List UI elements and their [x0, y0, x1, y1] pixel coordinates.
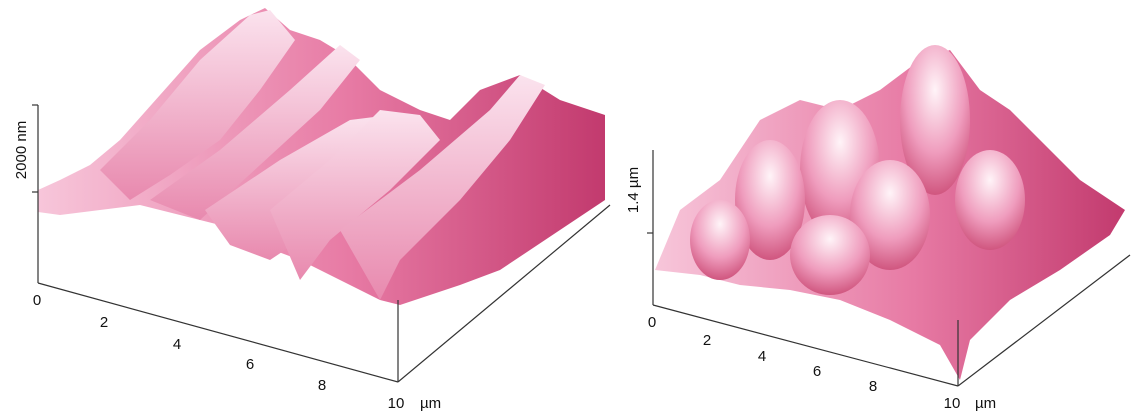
x-tick-label: 6 [813, 363, 821, 380]
afm-figure: 2000 nm 0 2 4 6 8 10 µm 1.4 µm 0 2 4 6 8… [0, 0, 1131, 414]
z-label: 2000 nm [13, 121, 30, 179]
peak [790, 215, 870, 295]
x-tick-label: 2 [100, 314, 108, 331]
x-tick-label: 8 [869, 378, 877, 395]
left-panel: 2000 nm 0 2 4 6 8 10 µm [13, 8, 610, 412]
peak [690, 200, 750, 280]
right-panel: 1.4 µm 0 2 4 6 8 10 µm [625, 45, 1130, 412]
peak [955, 150, 1025, 250]
x-tick-label: 4 [758, 348, 766, 365]
z-label: 1.4 µm [625, 167, 642, 213]
x-axis [38, 283, 398, 382]
unit-label: µm [420, 395, 441, 412]
x-tick-label: 0 [33, 292, 41, 309]
x-tick-label: 10 [944, 395, 961, 412]
x-tick-label: 2 [703, 332, 711, 349]
x-tick-label: 4 [173, 336, 181, 353]
x-tick-label: 8 [318, 377, 326, 394]
x-tick-label: 0 [648, 314, 656, 331]
unit-label: µm [975, 395, 996, 412]
x-tick-label: 10 [388, 395, 405, 412]
x-tick-label: 6 [246, 356, 254, 373]
